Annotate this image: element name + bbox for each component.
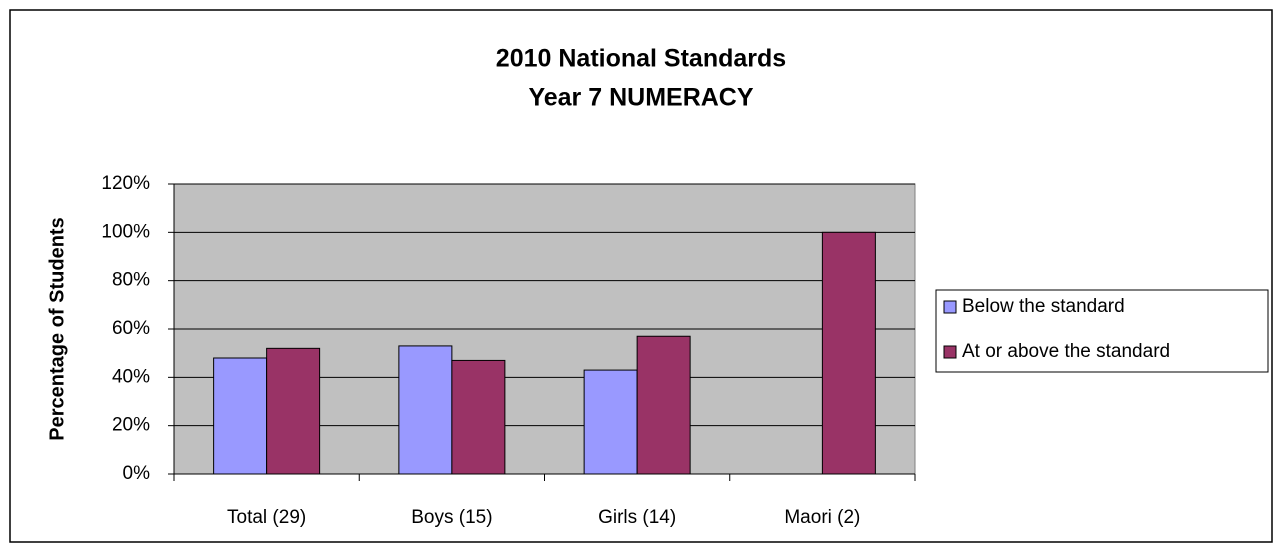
- bar: [821, 231, 876, 475]
- x-tick-label: Boys (15): [411, 507, 492, 528]
- chart-title: 2010 National Standards: [496, 45, 786, 73]
- bars: [213, 231, 876, 475]
- axes: 0% 20% 40% 60% 80% 100% 120% Total (29) Boys (15…: [101, 173, 916, 528]
- legend-items: Below the standard At or above the standa…: [943, 296, 1170, 362]
- bar: [266, 347, 321, 475]
- legend-swatch: [943, 300, 957, 314]
- y-axis-label: Percentage of Students: [46, 217, 68, 440]
- y-tick-label: 0%: [123, 463, 151, 484]
- legend-swatch: [943, 345, 957, 359]
- legend-label: Below the standard: [962, 296, 1125, 317]
- x-tick-label: Maori (2): [784, 507, 860, 528]
- bar: [398, 345, 453, 475]
- legend-label: At or above the standard: [962, 341, 1170, 362]
- bar: [583, 369, 638, 475]
- y-tick-label: 60%: [112, 318, 150, 339]
- bar: [636, 335, 691, 475]
- chart-subtitle: Year 7 NUMERACY: [528, 84, 753, 112]
- bar: [213, 357, 268, 475]
- y-tick-label: 40%: [112, 366, 150, 387]
- x-tick-label: Girls (14): [598, 507, 676, 528]
- y-tick-label: 120%: [101, 173, 150, 194]
- y-tick-label: 80%: [112, 270, 150, 291]
- bar: [451, 359, 506, 475]
- y-tick-label: 20%: [112, 415, 150, 436]
- legend: [935, 289, 1269, 373]
- x-tick-label: Total (29): [227, 507, 306, 528]
- y-tick-label: 100%: [101, 221, 150, 242]
